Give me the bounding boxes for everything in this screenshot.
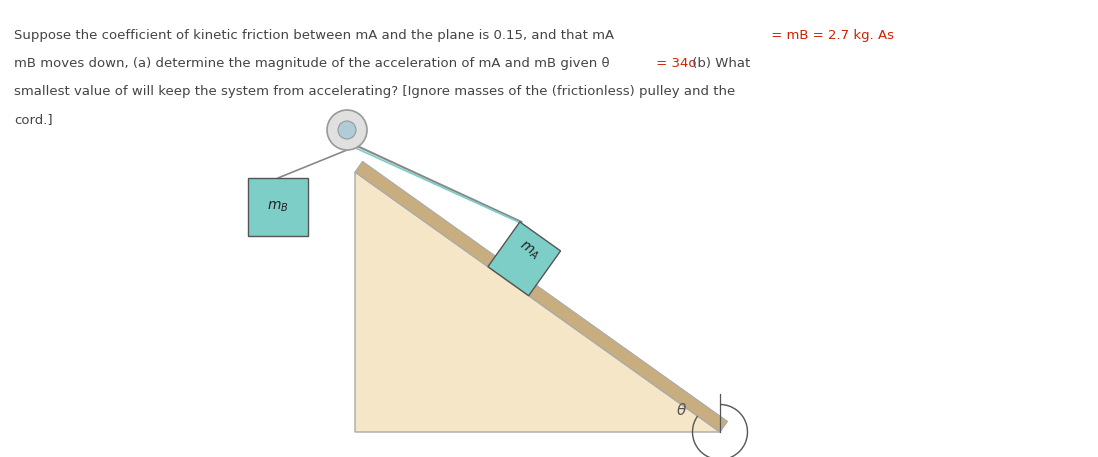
Text: smallest value of will keep the system from accelerating? [Ignore masses of the : smallest value of will keep the system f… <box>14 85 736 98</box>
Text: = 34o: = 34o <box>652 57 696 70</box>
Polygon shape <box>355 161 728 432</box>
Text: = mB = 2.7 kg. As: = mB = 2.7 kg. As <box>768 29 894 42</box>
Polygon shape <box>488 222 561 296</box>
Text: $\theta$: $\theta$ <box>676 402 687 418</box>
Text: mB moves down, (a) determine the magnitude of the acceleration of mA and mB give: mB moves down, (a) determine the magnitu… <box>14 57 609 70</box>
Text: $m_A$: $m_A$ <box>516 239 542 263</box>
Circle shape <box>338 121 356 139</box>
Text: (b) What: (b) What <box>688 57 750 70</box>
Text: cord.]: cord.] <box>14 113 53 126</box>
Circle shape <box>327 110 367 150</box>
Text: $m_B$: $m_B$ <box>267 200 289 214</box>
Bar <box>248 178 309 236</box>
Text: Suppose the coefficient of kinetic friction between mA and the plane is 0.15, an: Suppose the coefficient of kinetic frict… <box>14 29 614 42</box>
Polygon shape <box>355 172 720 432</box>
